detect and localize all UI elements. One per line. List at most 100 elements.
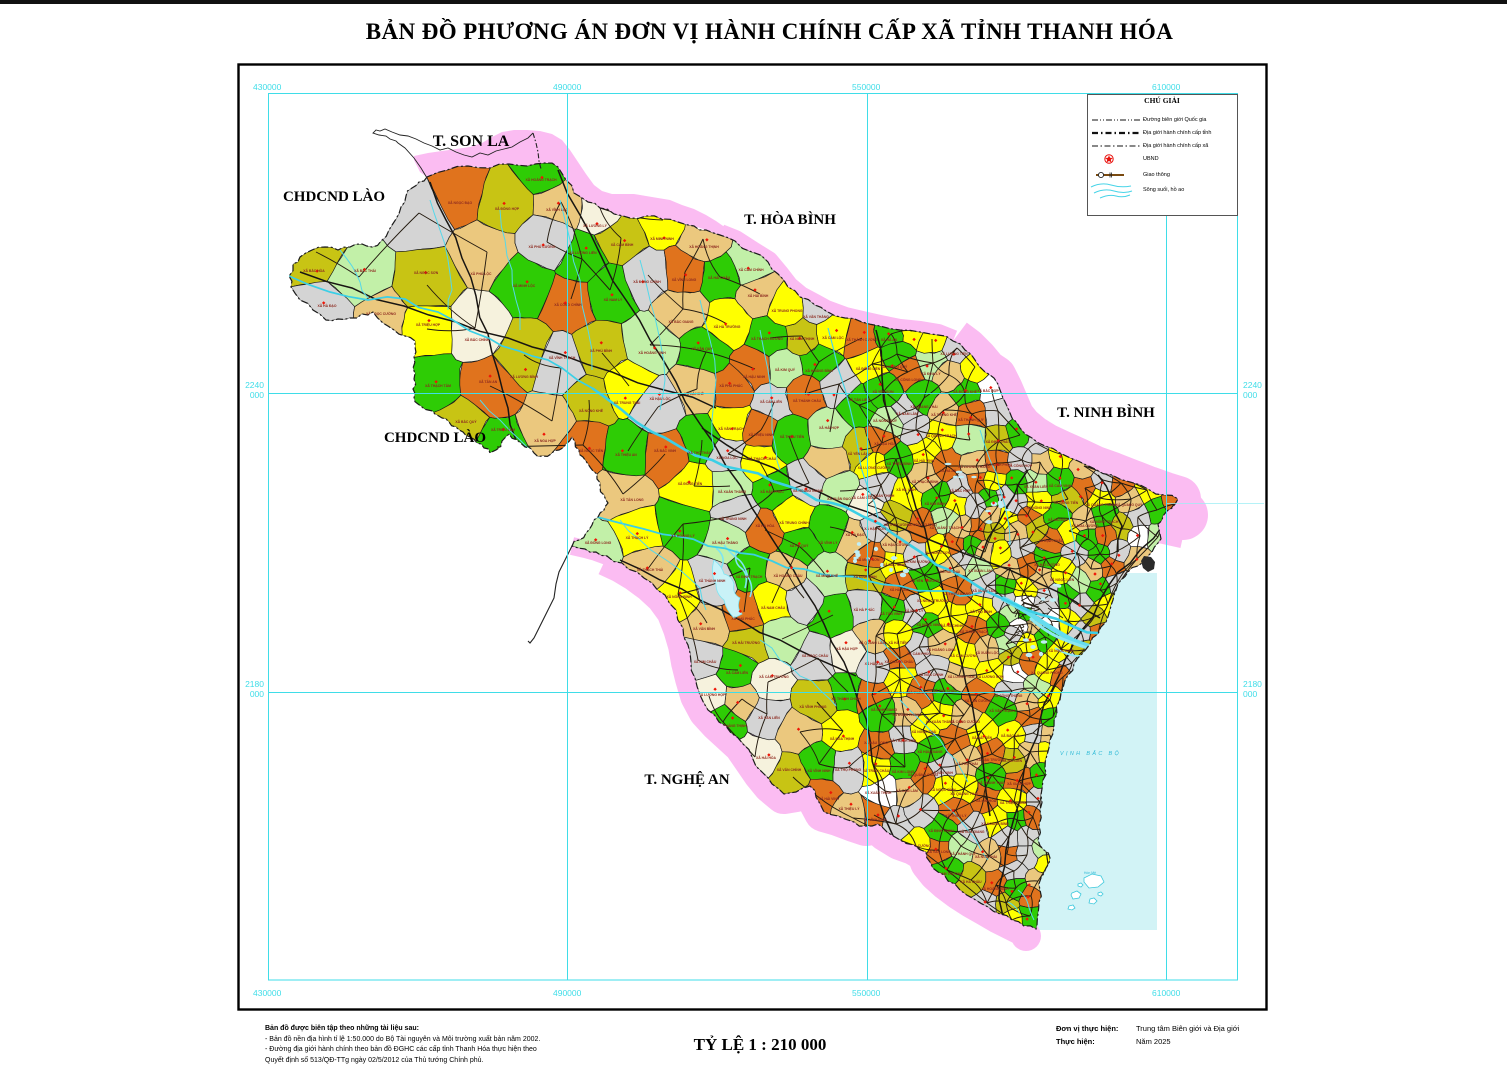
svg-text:XÃ HẬU LỘC: XÃ HẬU LỘC [649, 396, 671, 401]
svg-text:XÃ TÂN LIÊN: XÃ TÂN LIÊN [848, 397, 870, 402]
svg-text:XÃ NGỌC THÁI: XÃ NGỌC THÁI [912, 729, 937, 734]
svg-text:XÃ NGỌC CƯỜNG: XÃ NGỌC CƯỜNG [907, 522, 937, 527]
svg-text:XÃ CẨM LỘC: XÃ CẨM LỘC [822, 335, 844, 340]
svg-text:XÃ PHÚ PHÚC: XÃ PHÚ PHÚC [719, 383, 743, 388]
svg-text:XÃ HOẰNG TRẠCH: XÃ HOẰNG TRẠCH [525, 177, 557, 182]
svg-text:XÃ THÀNH CHÍNH: XÃ THÀNH CHÍNH [831, 696, 861, 701]
svg-text:XÃ VĂN LONG: XÃ VĂN LONG [927, 849, 951, 854]
svg-text:XÃ BẮC CHÍNH: XÃ BẮC CHÍNH [465, 337, 490, 342]
svg-text:XÃ NÔNG QUÝ: XÃ NÔNG QUÝ [873, 418, 898, 423]
svg-text:XÃ KIM CƯỜNG: XÃ KIM CƯỜNG [904, 559, 930, 564]
svg-text:XÃ XUÂN LIÊN: XÃ XUÂN LIÊN [1024, 484, 1048, 489]
svg-text:XÃ YÊN LÂM: XÃ YÊN LÂM [848, 451, 869, 456]
svg-text:XÃ THỌ BÌNH: XÃ THỌ BÌNH [970, 609, 993, 614]
svg-text:XÃ VĨNH TRẠCH: XÃ VĨNH TRẠCH [549, 355, 576, 360]
svg-text:XÃ BẮC NINH: XÃ BẮC NINH [883, 562, 906, 567]
svg-text:XÃ NGỌC SƠN: XÃ NGỌC SƠN [414, 270, 439, 275]
svg-text:XÃ HẢI TIẾN: XÃ HẢI TIẾN [972, 735, 993, 740]
svg-text:XÃ ĐÔNG LONG: XÃ ĐÔNG LONG [585, 540, 612, 545]
svg-text:XÃ ĐỊNH THỊNH: XÃ ĐỊNH THỊNH [928, 828, 954, 833]
svg-text:XÃ HẢI LIÊN: XÃ HẢI LIÊN [1002, 758, 1023, 763]
svg-text:XÃ VĂN LIÊN: XÃ VĂN LIÊN [758, 715, 780, 720]
svg-text:XÃ NÔNG BÌNH: XÃ NÔNG BÌNH [666, 594, 692, 599]
svg-text:XÃ HẬU CƯỜNG: XÃ HẬU CƯỜNG [882, 542, 910, 547]
svg-text:XÃ XUÂN THẮNG: XÃ XUÂN THẮNG [718, 489, 747, 494]
svg-text:XÃ BẮC HỢP: XÃ BẮC HỢP [977, 388, 999, 393]
svg-text:XÃ HẢI THÁI: XÃ HẢI THÁI [940, 569, 960, 574]
svg-text:XÃ VĨNH PHONG: XÃ VĨNH PHONG [799, 704, 826, 709]
svg-text:XÃ THÀNH THÁI: XÃ THÀNH THÁI [978, 780, 1004, 785]
svg-text:XÃ HÀ ĐẠO: XÃ HÀ ĐẠO [845, 532, 864, 537]
svg-text:XÃ LƯƠNG TIẾN: XÃ LƯƠNG TIẾN [940, 351, 968, 356]
svg-text:XÃ HẢI ĐẠO: XÃ HẢI ĐẠO [1048, 517, 1068, 522]
svg-text:XÃ XUÂN THẮNG: XÃ XUÂN THẮNG [926, 719, 955, 724]
svg-text:XÃ HÀ QUÝ: XÃ HÀ QUÝ [790, 543, 810, 548]
svg-text:XÃ HOẰNG BÌNH: XÃ HOẰNG BÌNH [981, 886, 1009, 891]
svg-text:XÃ MINH LỘC: XÃ MINH LỘC [513, 283, 536, 288]
svg-text:XÃ HÀ TÂM: XÃ HÀ TÂM [890, 587, 909, 592]
svg-text:XÃ CÔNG HỢP: XÃ CÔNG HỢP [1008, 463, 1033, 468]
svg-text:XÃ NGỌC ĐẠO: XÃ NGỌC ĐẠO [448, 200, 473, 205]
svg-text:XÃ HOẰNG LÝ: XÃ HOẰNG LÝ [671, 533, 695, 538]
svg-text:XÃ THỌ THÁI: XÃ THỌ THÁI [688, 450, 710, 455]
svg-text:XÃ LƯƠNG TÂM: XÃ LƯƠNG TÂM [948, 674, 975, 679]
svg-text:XÃ THỌ THÁI: XÃ THỌ THÁI [956, 761, 978, 766]
svg-text:XÃ HẢI VINH: XÃ HẢI VINH [914, 458, 935, 463]
svg-text:XÃ HÀ VINH: XÃ HÀ VINH [896, 487, 916, 492]
svg-text:XÃ HẢI BÌNH: XÃ HẢI BÌNH [748, 293, 769, 298]
svg-text:XÃ CÔNG CƯỜNG: XÃ CÔNG CƯỜNG [950, 719, 980, 724]
svg-text:XÃ QUẢNG THÁI: XÃ QUẢNG THÁI [950, 791, 977, 796]
svg-text:XÃ QUANG QUÝ: XÃ QUANG QUÝ [1116, 502, 1143, 507]
svg-text:XÃ BẮC QUÝ: XÃ BẮC QUÝ [455, 419, 477, 424]
svg-text:XÃ TRIỆU LÂM: XÃ TRIỆU LÂM [491, 427, 515, 432]
svg-text:XÃ TÂN VINH: XÃ TÂN VINH [880, 611, 902, 616]
svg-text:XÃ BẮC HÒA: XÃ BẮC HÒA [303, 268, 325, 273]
svg-text:XÃ VĨNH LONG: XÃ VĨNH LONG [672, 277, 697, 282]
svg-text:XÃ CẨM CƯỜNG: XÃ CẨM CƯỜNG [950, 653, 978, 658]
svg-text:XÃ PHÚ CƯỜNG: XÃ PHÚ CƯỜNG [529, 244, 556, 249]
svg-text:Hòn Mê: Hòn Mê [1084, 871, 1096, 875]
svg-text:XÃ TÂN LONG: XÃ TÂN LONG [620, 497, 644, 502]
svg-text:XÃ HẢI TRƯỜNG: XÃ HẢI TRƯỜNG [732, 640, 760, 645]
svg-text:XÃ QUANG THÁI: XÃ QUANG THÁI [910, 404, 937, 409]
svg-text:XÃ VĨNH LỘC: XÃ VĨNH LỘC [546, 207, 568, 212]
svg-text:XÃ HOẰNG THỊNH: XÃ HOẰNG THỊNH [689, 244, 719, 249]
svg-text:XÃ TRUNG CHÍNH: XÃ TRUNG CHÍNH [779, 520, 809, 525]
svg-text:XÃ LƯƠNG HỢP: XÃ LƯƠNG HỢP [698, 692, 726, 697]
svg-text:XÃ LƯƠNG BÌNH: XÃ LƯƠNG BÌNH [510, 374, 538, 379]
svg-text:XÃ TÂN AN: XÃ TÂN AN [479, 379, 498, 384]
svg-text:XÃ YÊN SƠN: XÃ YÊN SƠN [872, 389, 894, 394]
svg-text:XÃ NGỌC CHÂU: XÃ NGỌC CHÂU [802, 653, 829, 658]
svg-text:XÃ ĐÔNG CHÍNH: XÃ ĐÔNG CHÍNH [633, 279, 661, 284]
svg-text:XÃ THẠCH TÂM: XÃ THẠCH TÂM [425, 383, 451, 388]
svg-text:XÃ HÀ AN: XÃ HÀ AN [940, 468, 957, 473]
svg-text:XÃ THỌ CƯỜNG: XÃ THỌ CƯỜNG [884, 522, 911, 527]
svg-text:XÃ THỌ CHÂU: XÃ THỌ CHÂU [933, 688, 957, 693]
svg-text:XÃ HẬU HỢP: XÃ HẬU HỢP [836, 646, 858, 651]
svg-text:XÃ XUÂN LỘC: XÃ XUÂN LỘC [975, 650, 999, 655]
svg-text:XÃ CẨM GIANG: XÃ CẨM GIANG [851, 495, 877, 500]
svg-text:XÃ VĂN CHÍNH: XÃ VĂN CHÍNH [777, 767, 802, 772]
svg-text:XÃ TRIỆU NINH: XÃ TRIỆU NINH [748, 432, 774, 437]
svg-text:XÃ THÀNH QUÝ: XÃ THÀNH QUÝ [958, 417, 985, 422]
svg-text:XÃ ĐÔNG KHÊ: XÃ ĐÔNG KHÊ [953, 389, 978, 394]
svg-text:VỊNH BẮC BỘ: VỊNH BẮC BỘ [1060, 749, 1121, 757]
svg-text:XÃ XUÂN TÂM: XÃ XUÂN TÂM [972, 588, 996, 593]
svg-text:XÃ THẠCH LÝ: XÃ THẠCH LÝ [626, 535, 650, 540]
svg-text:XÃ ĐỊNH TRẠCH: XÃ ĐỊNH TRẠCH [736, 574, 763, 579]
svg-text:XÃ MINH KHÊ: XÃ MINH KHÊ [816, 573, 839, 578]
svg-text:XÃ VĂN THẮNG: XÃ VĂN THẮNG [803, 314, 829, 319]
svg-text:XÃ HOẰNG CHÂU: XÃ HOẰNG CHÂU [773, 573, 803, 578]
svg-text:XÃ NAM LÝ: XÃ NAM LÝ [604, 297, 623, 302]
svg-text:XÃ QUẢNG TRẠCH: XÃ QUẢNG TRẠCH [929, 525, 961, 530]
svg-text:XÃ TRUNG KHÊ: XÃ TRUNG KHÊ [931, 412, 958, 417]
svg-text:XÃ THẠCH THÁI: XÃ THẠCH THÁI [637, 567, 663, 572]
svg-text:XÃ XUÂN THỊNH: XÃ XUÂN THỊNH [865, 790, 892, 795]
svg-text:XÃ LƯƠNG THẮNG: XÃ LƯƠNG THẮNG [958, 464, 990, 469]
svg-text:XÃ NGỌC NINH: XÃ NGỌC NINH [916, 622, 942, 627]
svg-text:XÃ QUANG TRẠCH: XÃ QUANG TRẠCH [925, 433, 957, 438]
svg-text:XÃ LƯƠNG LIÊN: XÃ LƯƠNG LIÊN [569, 250, 597, 255]
svg-text:XÃ THÀNH NINH: XÃ THÀNH NINH [699, 578, 726, 583]
svg-text:XÃ BẮC LÝ: XÃ BẮC LÝ [1001, 733, 1020, 738]
svg-text:XÃ CẨM LIÊN: XÃ CẨM LIÊN [760, 399, 783, 404]
